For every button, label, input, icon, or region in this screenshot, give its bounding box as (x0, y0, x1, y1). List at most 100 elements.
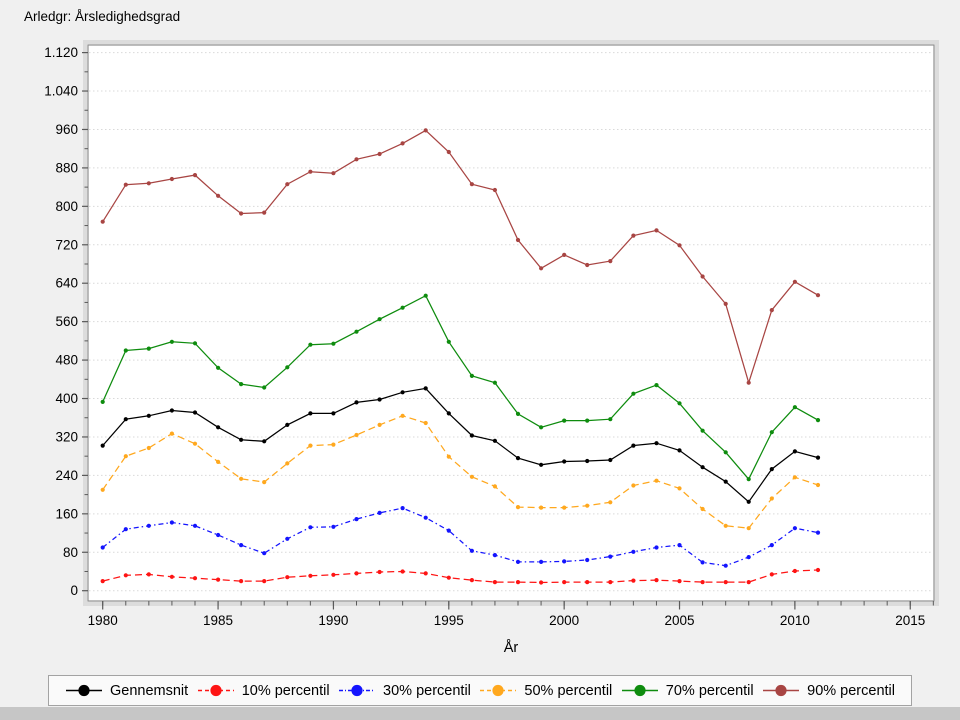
data-point (792, 475, 798, 480)
data-point (746, 555, 751, 560)
data-point (700, 428, 705, 433)
data-point (146, 346, 151, 351)
data-point (608, 580, 613, 585)
data-point (608, 259, 613, 264)
y-tick-label: 80 (63, 545, 78, 560)
data-point (123, 417, 128, 422)
data-point (192, 523, 198, 528)
data-point (423, 515, 428, 520)
data-point (585, 557, 590, 563)
data-point (331, 572, 336, 577)
legend-item-gennemsnit: Gennemsnit (65, 683, 188, 699)
x-axis: 1980 1985 1990 1995 2000 2005 2010 2015 År (88, 601, 934, 656)
data-point (331, 411, 336, 416)
data-point (216, 193, 221, 198)
data-point (354, 157, 359, 162)
data-point (423, 420, 428, 426)
data-point (608, 457, 613, 463)
data-point (515, 411, 521, 416)
data-point (169, 339, 174, 344)
data-point (562, 252, 567, 257)
data-point (354, 432, 359, 438)
data-point (492, 187, 497, 193)
data-point (654, 478, 659, 483)
data-point (169, 520, 174, 525)
data-point (262, 385, 267, 390)
data-point (769, 467, 774, 472)
data-point (700, 274, 705, 279)
legend-marker-icon (339, 684, 376, 697)
data-point (331, 442, 336, 447)
data-point (631, 233, 636, 238)
data-point (285, 461, 290, 466)
data-point (123, 573, 128, 578)
legend-label: 30% percentil (383, 682, 471, 699)
legend-label: 90% percentil (807, 682, 895, 699)
data-point (769, 543, 774, 548)
x-tick-label: 2015 (895, 613, 925, 628)
data-point (792, 526, 798, 531)
data-point (792, 279, 798, 284)
data-point (354, 329, 359, 334)
data-point (146, 413, 151, 418)
y-tick-label: 0 (70, 583, 78, 598)
y-tick-label: 1.040 (44, 84, 78, 99)
legend-marker-icon (480, 684, 517, 697)
data-point (723, 479, 728, 484)
series-gennemsnit (100, 386, 821, 504)
data-point (792, 405, 798, 410)
data-point (769, 430, 774, 435)
data-point (700, 580, 705, 585)
data-point (354, 571, 359, 576)
data-point (469, 578, 474, 583)
data-point (216, 577, 221, 582)
data-point (677, 543, 682, 548)
data-point (377, 397, 382, 402)
data-point (539, 559, 544, 565)
data-point (539, 462, 544, 467)
x-tick-label: 1995 (434, 613, 464, 628)
data-point (192, 410, 198, 415)
data-point (631, 549, 636, 554)
data-point (400, 390, 405, 395)
y-tick-label: 480 (55, 353, 78, 368)
data-point (146, 445, 151, 451)
y-tick-label: 240 (55, 468, 78, 483)
y-tick-label: 160 (55, 506, 78, 521)
data-point (216, 365, 221, 370)
legend-item-90-percentil: 90% percentil (762, 683, 895, 699)
data-point (146, 523, 151, 528)
data-point (262, 579, 267, 584)
data-point (216, 532, 221, 538)
data-point (746, 499, 751, 504)
data-point (446, 149, 451, 155)
data-point (792, 449, 798, 454)
data-point (815, 530, 821, 535)
data-point (562, 580, 567, 585)
legend-item-70-percentil: 70% percentil (621, 683, 754, 699)
data-point (631, 578, 636, 583)
data-point (469, 474, 474, 479)
x-tick-label: 1985 (203, 613, 233, 628)
y-tick-label: 880 (55, 160, 78, 175)
data-point (654, 228, 659, 233)
data-point (100, 219, 105, 224)
data-point (100, 443, 105, 448)
data-point (677, 448, 682, 453)
data-point (539, 425, 544, 430)
data-point (654, 383, 659, 388)
data-point (285, 536, 290, 541)
legend-item-50-percentil: 50% percentil (479, 683, 612, 699)
data-point (815, 293, 821, 298)
x-tick-label: 2000 (549, 613, 579, 628)
data-point (608, 554, 613, 559)
series-70-percentil (100, 293, 821, 482)
data-point (262, 439, 267, 444)
data-point (123, 527, 128, 532)
data-point (515, 580, 521, 585)
data-point (239, 382, 244, 387)
chart-title: Arledgr: Årsledighedsgrad (24, 9, 181, 24)
data-point (331, 171, 336, 176)
series-10-percentil (100, 567, 821, 585)
